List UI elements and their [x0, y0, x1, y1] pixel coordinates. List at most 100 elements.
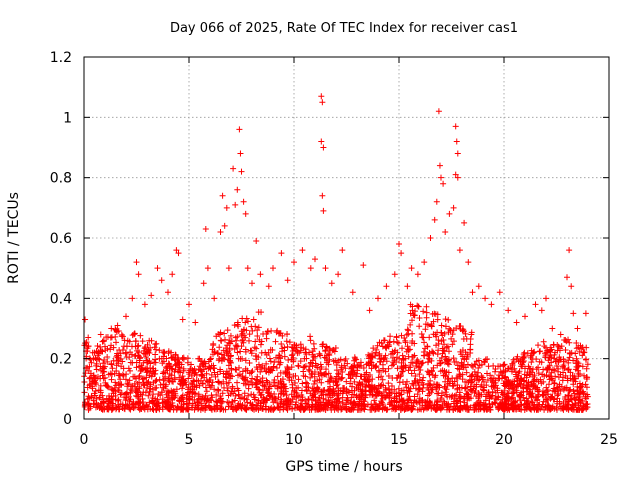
data-point	[356, 362, 363, 369]
data-point	[89, 349, 96, 356]
data-point	[553, 363, 560, 370]
data-point	[469, 289, 476, 296]
data-point	[199, 380, 206, 387]
data-point	[414, 391, 421, 398]
data-point	[168, 392, 175, 399]
data-point	[396, 355, 403, 362]
data-point	[563, 399, 570, 406]
data-point	[443, 369, 450, 376]
data-point	[201, 396, 208, 403]
data-point	[218, 395, 225, 402]
data-point	[578, 345, 585, 352]
data-point	[479, 402, 486, 409]
data-point	[343, 396, 350, 403]
data-point	[117, 350, 124, 357]
data-point	[478, 391, 485, 398]
data-point	[224, 371, 231, 378]
data-point	[323, 343, 330, 350]
data-point	[540, 378, 547, 385]
data-point	[318, 372, 325, 379]
data-point	[250, 316, 257, 323]
data-point	[120, 343, 127, 350]
data-point	[412, 372, 419, 379]
data-point	[317, 399, 324, 406]
data-point	[236, 126, 243, 133]
data-point	[143, 354, 150, 361]
data-point	[448, 335, 455, 342]
data-point	[334, 381, 341, 388]
data-point	[235, 323, 242, 330]
data-point	[442, 323, 449, 330]
data-point	[288, 391, 295, 398]
data-point	[570, 376, 577, 383]
data-point	[165, 289, 171, 296]
data-point	[577, 389, 584, 396]
data-point	[575, 360, 582, 367]
data-point	[196, 363, 203, 370]
data-point	[116, 347, 123, 354]
data-point	[307, 333, 314, 340]
data-point	[345, 371, 352, 378]
data-point	[176, 374, 183, 381]
data-point	[490, 362, 497, 369]
data-point	[524, 401, 531, 408]
data-point	[97, 382, 104, 389]
data-point	[210, 342, 217, 349]
data-point	[550, 355, 557, 362]
data-point	[337, 404, 344, 411]
data-point	[100, 365, 107, 372]
data-point	[408, 265, 415, 272]
data-point	[555, 368, 562, 375]
data-point	[103, 383, 110, 390]
data-point	[272, 338, 279, 345]
data-point	[107, 346, 114, 353]
data-point	[294, 392, 301, 399]
data-point	[411, 397, 418, 404]
data-point	[146, 399, 153, 406]
data-point	[435, 337, 442, 344]
data-point	[366, 359, 373, 366]
data-point	[360, 392, 367, 399]
data-point	[104, 358, 111, 365]
data-point	[98, 400, 105, 407]
data-point	[505, 307, 512, 314]
data-point	[165, 402, 172, 409]
data-point	[523, 405, 530, 412]
data-point	[101, 374, 108, 381]
data-point	[546, 376, 553, 383]
data-point	[165, 348, 172, 355]
data-point	[554, 395, 561, 402]
data-point	[574, 325, 581, 332]
data-point	[353, 394, 360, 401]
data-point	[520, 385, 527, 392]
x-tick-label: 20	[495, 432, 513, 448]
data-point	[172, 392, 179, 399]
data-point	[159, 370, 166, 377]
data-point	[410, 381, 417, 388]
y-tick-label: 0.8	[50, 171, 72, 187]
data-point	[436, 162, 443, 169]
data-point	[458, 360, 465, 367]
data-point	[312, 394, 319, 401]
data-point	[423, 309, 430, 316]
data-point	[219, 354, 226, 361]
data-point	[544, 349, 551, 356]
data-point	[330, 346, 337, 353]
data-point	[322, 355, 329, 362]
data-point	[497, 363, 504, 370]
data-point	[398, 391, 405, 398]
data-point	[87, 374, 94, 381]
data-point	[85, 334, 92, 341]
data-point	[344, 397, 351, 404]
data-point	[438, 354, 445, 361]
data-point	[293, 342, 300, 349]
data-point	[330, 358, 337, 365]
data-point	[367, 406, 374, 413]
data-point	[526, 365, 533, 372]
data-point	[214, 399, 221, 406]
data-point	[441, 341, 448, 348]
data-point	[129, 295, 136, 302]
data-point	[133, 359, 140, 366]
data-point	[438, 322, 445, 329]
data-point	[425, 380, 432, 387]
